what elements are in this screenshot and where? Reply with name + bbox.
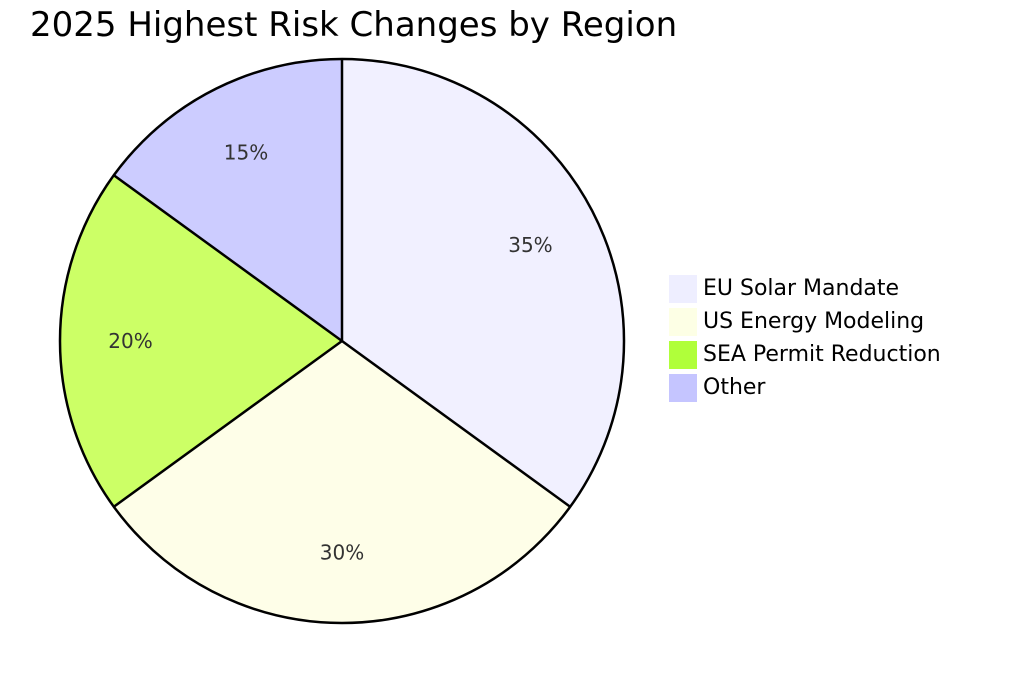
pie-slice-3: [59, 175, 342, 507]
slice-divider-4: [113, 174, 343, 343]
legend-label-1: EU Solar Mandate: [703, 276, 900, 301]
legend-item-4: Other: [669, 371, 941, 404]
pie-outline: [58, 57, 626, 625]
chart-title: 2025 Highest Risk Changes by Region: [30, 5, 678, 45]
slice-label-4: 15%: [224, 141, 268, 165]
pie-chart: 35% 30% 20% 15%: [58, 57, 626, 625]
pie-slice-1: [342, 59, 624, 507]
legend-swatch-2: [669, 307, 697, 336]
legend-item-2: US Energy Modeling: [669, 305, 941, 338]
legend-swatch-3: [669, 340, 697, 369]
chart-legend: EU Solar Mandate US Energy Modeling SEA Pe…: [669, 272, 941, 404]
legend-label-2: US Energy Modeling: [703, 309, 925, 334]
legend-label-3: SEA Permit Reduction: [703, 342, 941, 367]
legend-item-1: EU Solar Mandate: [669, 272, 941, 305]
slice-divider-2: [341, 339, 571, 508]
pie-slice-2: [113, 341, 571, 623]
legend-swatch-1: [669, 274, 697, 303]
slice-label-2: 30%: [320, 541, 364, 565]
slice-divider-3: [113, 339, 343, 508]
legend-label-4: Other: [703, 375, 766, 400]
slice-label-1: 35%: [508, 233, 552, 257]
pie-slice-4: [113, 59, 342, 341]
slice-label-3: 20%: [108, 329, 152, 353]
legend-item-3: SEA Permit Reduction: [669, 338, 941, 371]
legend-swatch-4: [669, 373, 697, 402]
